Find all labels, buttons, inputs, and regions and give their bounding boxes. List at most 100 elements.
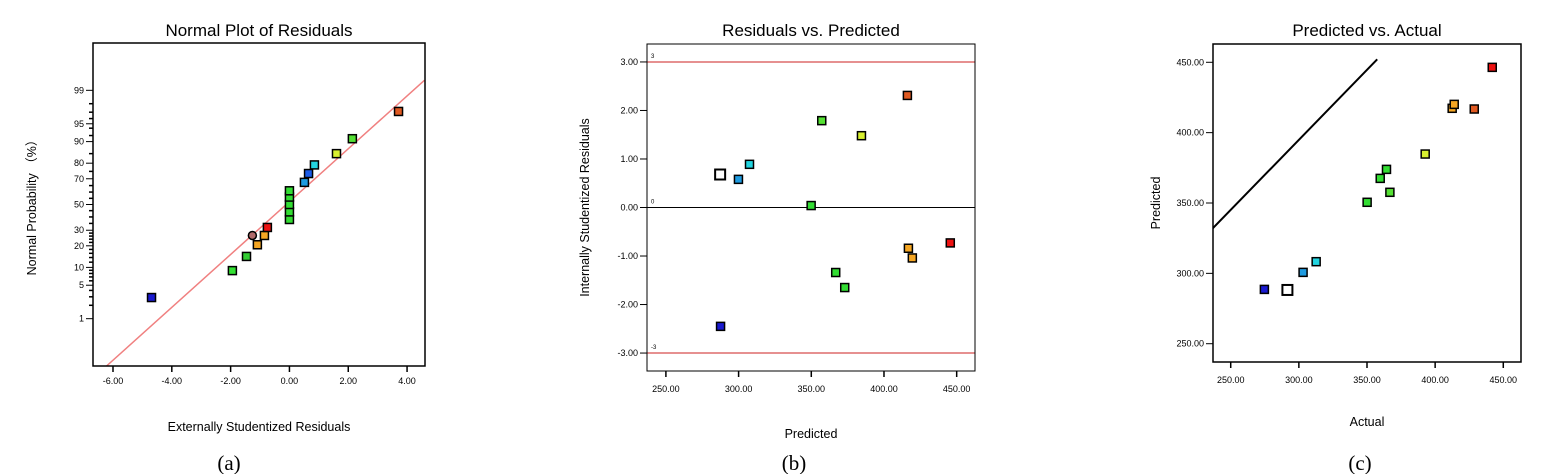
reference-line-label: 3	[651, 54, 655, 60]
x-tick-label: 400.00	[1421, 375, 1449, 385]
chart-panel-b: Residuals vs. Predicted Predicted Internal…	[578, 21, 976, 474]
data-point	[309, 160, 320, 170]
chart-title: Predicted vs. Actual	[1292, 21, 1441, 40]
y-tick-label: -1.00	[617, 251, 638, 261]
data-point	[1311, 256, 1321, 267]
data-point	[331, 148, 342, 159]
y-axis-label: Internally Studentized Residuals	[578, 118, 592, 297]
data-point	[1281, 283, 1294, 296]
data-point	[945, 238, 956, 248]
y-tick-label: 2.00	[620, 105, 638, 115]
y-tick-label: 50	[74, 200, 84, 210]
y-tick-label: 5	[79, 280, 84, 290]
x-tick-label: 400.00	[870, 384, 898, 394]
data-point	[839, 282, 850, 293]
x-tick-label: 250.00	[652, 384, 680, 394]
data-point	[733, 174, 744, 185]
data-point	[1420, 149, 1430, 159]
x-axis-label: Predicted	[785, 427, 838, 441]
data-point	[806, 200, 816, 211]
panel-label: (c)	[1348, 451, 1371, 474]
y-tick-label: 1.00	[620, 154, 638, 164]
panel-label: (a)	[217, 451, 240, 474]
data-point	[227, 265, 238, 276]
x-tick-label: 350.00	[1353, 375, 1381, 385]
chart-panel-c: Predicted vs. Actual Actual Predicted (c) 25…	[1149, 21, 1522, 474]
data-point	[856, 130, 867, 141]
data-point	[1259, 284, 1270, 295]
plot-frame	[92, 42, 426, 367]
y-tick-label: -2.00	[617, 300, 638, 310]
x-tick-label: 450.00	[1490, 375, 1518, 385]
x-tick-label: 450.00	[943, 384, 971, 394]
x-tick-label: -2.00	[220, 376, 241, 386]
x-tick-label: 300.00	[725, 384, 753, 394]
x-tick-label: 4.00	[398, 376, 416, 386]
y-axis-label: Normal Probability （%）	[25, 134, 39, 276]
y-axis-label: Predicted	[1149, 177, 1163, 230]
data-point	[262, 222, 273, 233]
panel-label: (b)	[782, 451, 807, 474]
reference-line-label: -3	[651, 345, 657, 351]
data-point	[1362, 197, 1372, 208]
data-point	[241, 251, 252, 262]
data-point	[1449, 99, 1459, 110]
y-tick-label: 99	[74, 85, 84, 95]
chart-title: Residuals vs. Predicted	[722, 21, 900, 40]
y-tick-label: 1	[79, 314, 84, 324]
data-point	[303, 168, 314, 179]
data-point	[714, 168, 727, 181]
x-tick-label: 250.00	[1217, 375, 1245, 385]
y-tick-label: 90	[74, 137, 84, 147]
fit-line	[1213, 58, 1378, 230]
plot-frame	[1212, 43, 1522, 363]
data-point	[146, 292, 157, 303]
reference-line-label: 0	[651, 200, 655, 206]
data-point	[1469, 104, 1480, 114]
y-tick-label: 250.00	[1176, 339, 1204, 349]
y-tick-label: 10	[74, 262, 84, 272]
data-point	[347, 133, 358, 144]
data-point	[1381, 164, 1392, 175]
x-tick-label: 0.00	[281, 376, 299, 386]
data-point	[284, 186, 295, 196]
data-point	[903, 243, 914, 254]
data-point	[1487, 62, 1497, 73]
chart-panel-a: Normal Plot of Residuals Externally Stude…	[25, 21, 426, 474]
x-axis-label: Externally Studentized Residuals	[168, 420, 351, 434]
data-point	[1298, 267, 1308, 278]
data-point	[830, 267, 841, 278]
x-tick-label: 2.00	[339, 376, 357, 386]
data-point	[902, 90, 913, 101]
data-point	[1385, 187, 1395, 198]
y-tick-label: 400.00	[1176, 128, 1204, 138]
x-tick-label: 300.00	[1285, 375, 1313, 385]
data-point	[284, 214, 295, 225]
x-axis-label: Actual	[1350, 415, 1385, 429]
data-point	[247, 230, 258, 241]
data-point	[744, 159, 755, 170]
plot-frame	[646, 43, 976, 372]
x-tick-label: -4.00	[162, 376, 183, 386]
y-tick-label: -3.00	[617, 348, 638, 358]
y-tick-label: 450.00	[1176, 57, 1204, 67]
y-tick-label: 0.00	[620, 203, 638, 213]
y-tick-label: 30	[74, 225, 84, 235]
data-point	[817, 115, 827, 126]
data-point	[299, 177, 310, 188]
data-point	[1375, 173, 1385, 184]
data-point	[393, 106, 404, 117]
data-point	[715, 321, 726, 332]
y-tick-label: 95	[74, 119, 84, 129]
y-tick-label: 300.00	[1176, 268, 1204, 278]
x-tick-label: 350.00	[798, 384, 826, 394]
y-tick-label: 70	[74, 174, 84, 184]
data-point	[907, 253, 918, 263]
y-tick-label: 80	[74, 158, 84, 168]
data-point	[259, 230, 270, 241]
x-tick-label: -6.00	[103, 376, 124, 386]
chart-title: Normal Plot of Residuals	[165, 21, 352, 40]
y-tick-label: 20	[74, 241, 84, 251]
y-tick-label: 3.00	[620, 57, 638, 67]
